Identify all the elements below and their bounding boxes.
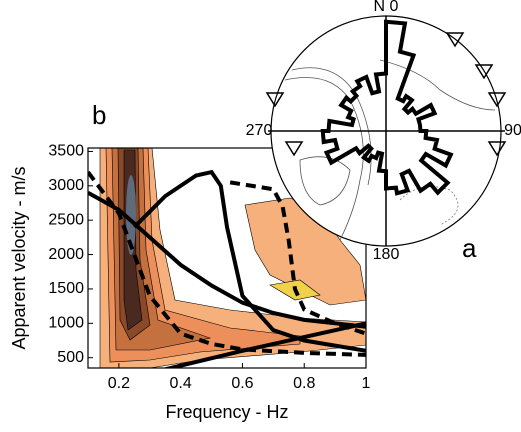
stations bbox=[265, 32, 507, 157]
contour-fill bbox=[99, 148, 366, 368]
curve bbox=[88, 190, 366, 329]
station-marker bbox=[445, 32, 465, 48]
station-marker bbox=[487, 141, 507, 157]
station-marker bbox=[265, 92, 285, 108]
y-tick-label: 3500 bbox=[48, 143, 84, 160]
curve bbox=[88, 170, 366, 357]
panel-label: a bbox=[462, 233, 477, 263]
y-tick-label: 1000 bbox=[48, 315, 84, 332]
contour-peak bbox=[126, 175, 136, 255]
x-tick-label: 1 bbox=[362, 375, 371, 392]
x-tick-label: 0.4 bbox=[170, 375, 192, 392]
map-contour bbox=[284, 77, 364, 241]
angle-label: 270 bbox=[246, 122, 273, 139]
station-marker bbox=[284, 141, 304, 157]
x-tick-label: 0.2 bbox=[108, 375, 130, 392]
curve bbox=[229, 180, 366, 336]
x-tick-label: 0.8 bbox=[293, 375, 315, 392]
angle-label: 90 bbox=[504, 122, 521, 139]
angle-label: N 0 bbox=[374, 0, 399, 15]
y-tick-label: 2500 bbox=[48, 211, 84, 228]
map-contour bbox=[379, 59, 496, 111]
angle-label: 180 bbox=[373, 246, 400, 263]
curve bbox=[132, 169, 366, 353]
rose-outline bbox=[320, 19, 454, 196]
plot-frame bbox=[87, 147, 367, 369]
map-contour bbox=[399, 186, 459, 226]
y-tick-label: 3000 bbox=[48, 177, 84, 194]
y-tick-label: 1500 bbox=[48, 280, 84, 297]
curves bbox=[88, 169, 366, 368]
x-tick-label: 0.6 bbox=[231, 375, 253, 392]
station-marker bbox=[474, 64, 494, 80]
curve bbox=[164, 321, 366, 368]
panel-label: b bbox=[92, 100, 106, 130]
y-tick-label: 500 bbox=[57, 349, 84, 366]
y-axis-label: Apparent velocity - m/s bbox=[9, 166, 29, 349]
x-axis-label: Frequency - Hz bbox=[165, 402, 288, 422]
station-marker bbox=[487, 92, 507, 108]
y-tick-label: 2000 bbox=[48, 246, 84, 263]
